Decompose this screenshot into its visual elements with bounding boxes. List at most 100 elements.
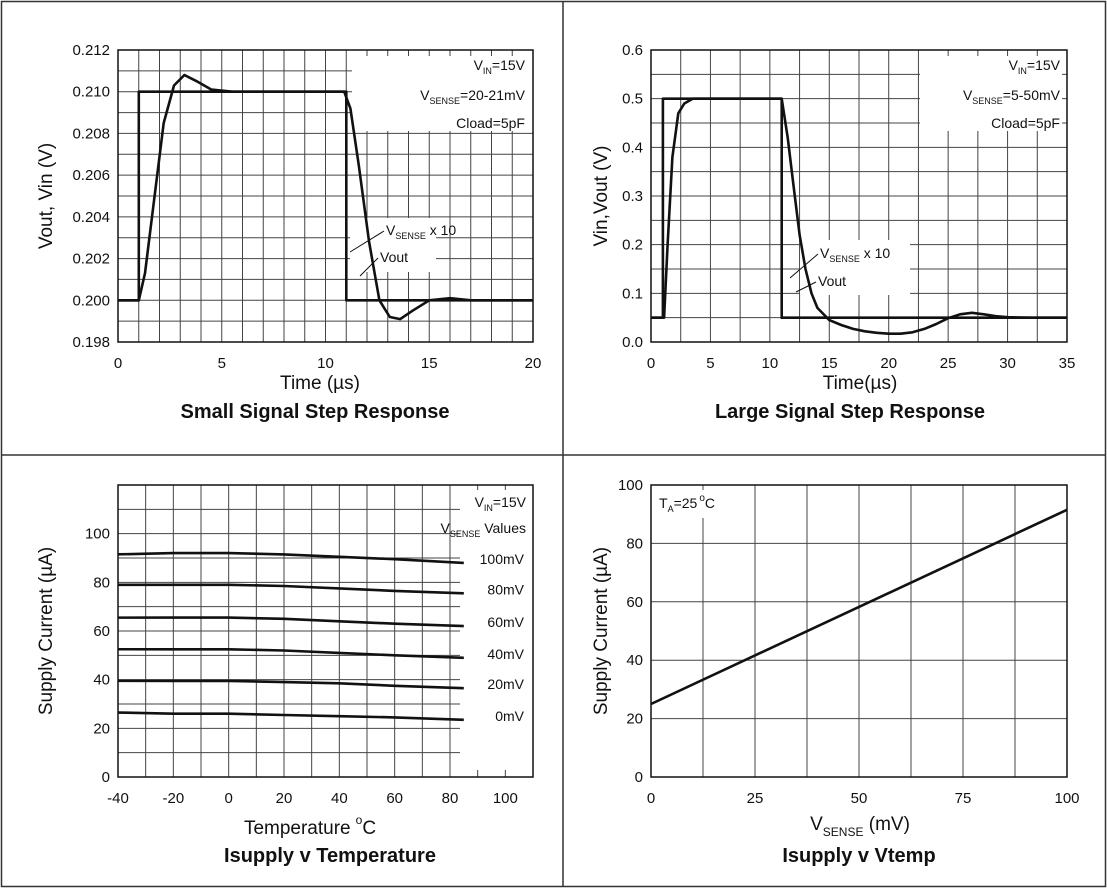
series-line-4 bbox=[117, 647, 464, 660]
annotation-text: VIN=15V bbox=[1009, 57, 1061, 76]
series-label: 60mV bbox=[487, 614, 524, 630]
x-tick-label: -20 bbox=[162, 790, 184, 807]
leader-line bbox=[795, 281, 817, 293]
annotation-text-sub: IN bbox=[483, 66, 492, 76]
y-tick-label: 0.0 bbox=[622, 334, 643, 351]
y-tick-label: 0.210 bbox=[72, 84, 110, 101]
plot-frame bbox=[117, 49, 534, 343]
x-tick-label: 5 bbox=[706, 355, 714, 372]
x-tick-label: 100 bbox=[1054, 790, 1079, 807]
x-axis-label-main: Temperature bbox=[244, 818, 351, 839]
annotation-text: Cload=5pF bbox=[456, 115, 525, 131]
x-tick-label: 100 bbox=[493, 790, 518, 807]
series-label: 40mV bbox=[487, 646, 524, 662]
y-tick-label: 100 bbox=[618, 477, 643, 494]
annotation-text: VSENSE=5-50mV bbox=[963, 87, 1061, 106]
y-axis-label: Supply Current (µA) bbox=[36, 547, 57, 715]
y-tick-label: 0 bbox=[102, 769, 110, 786]
x-tick-label: 0 bbox=[114, 355, 122, 372]
x-tick-label: 20 bbox=[880, 355, 897, 372]
annotation-text-sub: IN bbox=[1018, 66, 1027, 76]
annotation-text-main: V bbox=[475, 494, 485, 510]
series-label: 0mV bbox=[495, 708, 524, 724]
x-tick-label: 75 bbox=[955, 790, 972, 807]
chart-title: Large Signal Step Response bbox=[715, 401, 985, 423]
series-label: 80mV bbox=[487, 581, 524, 597]
annotation-text-main: Cload=5pF bbox=[991, 115, 1060, 131]
plot-frame bbox=[650, 484, 1068, 778]
y-tick-label: 20 bbox=[626, 711, 643, 728]
y-tick-label: 0.208 bbox=[72, 125, 110, 142]
series-line-5 bbox=[117, 679, 464, 690]
leader-line bbox=[349, 230, 385, 253]
x-tick-label: 60 bbox=[386, 790, 403, 807]
series-label: 20mV bbox=[487, 676, 524, 692]
y-tick-label: 40 bbox=[93, 672, 110, 689]
x-tick-label: 40 bbox=[331, 790, 348, 807]
series-label-main: V bbox=[820, 245, 830, 261]
y-tick-label: 80 bbox=[626, 535, 643, 552]
annotation-text-main: V bbox=[440, 520, 450, 536]
y-tick-label: 40 bbox=[626, 652, 643, 669]
annotation-text-sub: SENSE bbox=[972, 96, 1003, 106]
annotation-text: VSENSE=20-21mV bbox=[420, 87, 526, 106]
series-line-2 bbox=[117, 73, 533, 321]
annotation-backdrop bbox=[800, 240, 910, 295]
annotation-text-tail: =15V bbox=[492, 57, 526, 73]
series-label-sub: SENSE bbox=[829, 254, 860, 264]
chart-title: Isupply v Vtemp bbox=[782, 845, 935, 867]
annotation-text-main: V bbox=[963, 87, 973, 103]
series-label: Vout bbox=[818, 273, 846, 289]
x-axis-label: VSENSE (mV) bbox=[810, 814, 910, 839]
x-axis-label: Time(µs) bbox=[823, 373, 898, 394]
x-tick-label: 20 bbox=[276, 790, 293, 807]
y-tick-label: 20 bbox=[93, 720, 110, 737]
series-line-2 bbox=[650, 97, 1067, 335]
annotation-text-tail: Values bbox=[480, 520, 526, 536]
x-axis-label: Temperature oC bbox=[244, 813, 376, 839]
annotation-text-tail: =5-50mV bbox=[1003, 87, 1061, 103]
plot-frame bbox=[117, 484, 534, 778]
series-label-main: Vout bbox=[818, 273, 846, 289]
chart-4: 0 25 50 75 100 0 20 40 60 80 100 TA=25 oC VSENSE (mV)… bbox=[591, 477, 1080, 867]
grid-4 bbox=[651, 485, 1067, 777]
annotation-text-main: V bbox=[1009, 57, 1019, 73]
y-tick-label: 100 bbox=[85, 526, 110, 543]
leader-line bbox=[359, 257, 379, 277]
annotation-text-main: Cload=5pF bbox=[456, 115, 525, 131]
annotation-text: Cload=5pF bbox=[991, 115, 1060, 131]
y-tick-label: 60 bbox=[93, 623, 110, 640]
series-label: VSENSE x 10 bbox=[386, 222, 456, 241]
chart-2: 0 5 10 15 20 25 30 350.00.10.20.30.40.50.6VSENS… bbox=[591, 42, 1075, 423]
x-axis-label-main: V bbox=[810, 814, 823, 835]
annotation-backdrop bbox=[460, 490, 534, 770]
annotation-text-main: V bbox=[474, 57, 484, 73]
series-label-sub: SENSE bbox=[395, 231, 426, 241]
chart-title: Small Signal Step Response bbox=[181, 401, 450, 423]
series-label-tail: x 10 bbox=[860, 245, 891, 261]
x-tick-label: 80 bbox=[442, 790, 459, 807]
x-tick-label: 35 bbox=[1059, 355, 1076, 372]
x-axis-label: Time (µs) bbox=[280, 373, 360, 394]
x-axis-label-tail: (mV) bbox=[863, 814, 909, 835]
series-line-1 bbox=[650, 508, 1068, 706]
x-tick-label: 25 bbox=[747, 790, 764, 807]
annotation-text-tail: =15V bbox=[1027, 57, 1061, 73]
x-tick-label: 15 bbox=[421, 355, 438, 372]
annotation-text-sub: IN bbox=[484, 503, 493, 513]
x-tick-label: 10 bbox=[762, 355, 779, 372]
series-label: 100mV bbox=[480, 551, 525, 567]
x-tick-label: 0 bbox=[647, 790, 655, 807]
series-line-1 bbox=[117, 551, 464, 565]
x-tick-label: 0 bbox=[224, 790, 232, 807]
series-label: VSENSE x 10 bbox=[820, 245, 890, 264]
y-tick-label: 0.6 bbox=[622, 42, 643, 59]
chart-1: 0 5 10 15 20 0.198 0.200 0.202 0.204 0.206 0.208 0.… bbox=[36, 42, 541, 423]
annotation-text: VSENSE Values bbox=[440, 520, 526, 539]
chart-3: -40 -20 0 20 40 60 80 100 0 20 40 60 80 100 100mV 80mV 6… bbox=[36, 484, 534, 867]
series-line-6 bbox=[117, 711, 464, 722]
annotation-main: T bbox=[659, 495, 668, 511]
